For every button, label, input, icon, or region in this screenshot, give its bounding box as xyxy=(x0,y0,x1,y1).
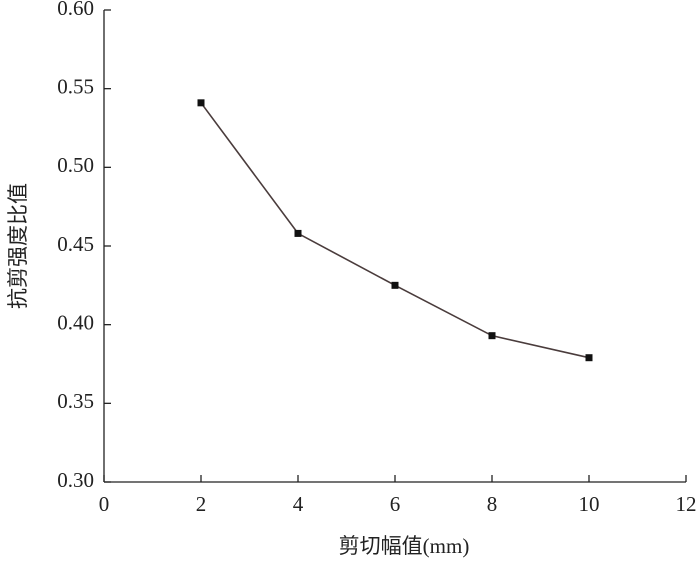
y-tick-label: 0.40 xyxy=(57,310,94,334)
point-marker xyxy=(488,332,496,340)
x-tick-label: 12 xyxy=(676,492,697,516)
y-tick-label: 0.60 xyxy=(57,0,94,20)
x-tick-label: 4 xyxy=(293,492,304,516)
point-marker xyxy=(294,229,302,237)
y-tick-label: 0.55 xyxy=(57,74,94,98)
y-tick-label: 0.35 xyxy=(57,389,94,413)
y-axis-label: 抗剪强度比值 xyxy=(6,183,30,309)
x-axis-label: 剪切幅值(mm) xyxy=(339,534,470,558)
x-tick-label: 0 xyxy=(99,492,110,516)
x-tick-label: 8 xyxy=(487,492,498,516)
y-tick-label: 0.50 xyxy=(57,153,94,177)
point-marker xyxy=(391,281,399,289)
x-tick-label: 10 xyxy=(579,492,600,516)
series-line xyxy=(200,102,590,359)
x-tick-label: 6 xyxy=(390,492,401,516)
y-tick-label: 0.45 xyxy=(57,232,94,256)
point-marker xyxy=(585,354,593,362)
y-tick-label: 0.30 xyxy=(57,468,94,492)
x-tick-label: 2 xyxy=(196,492,207,516)
point-marker xyxy=(197,99,205,107)
